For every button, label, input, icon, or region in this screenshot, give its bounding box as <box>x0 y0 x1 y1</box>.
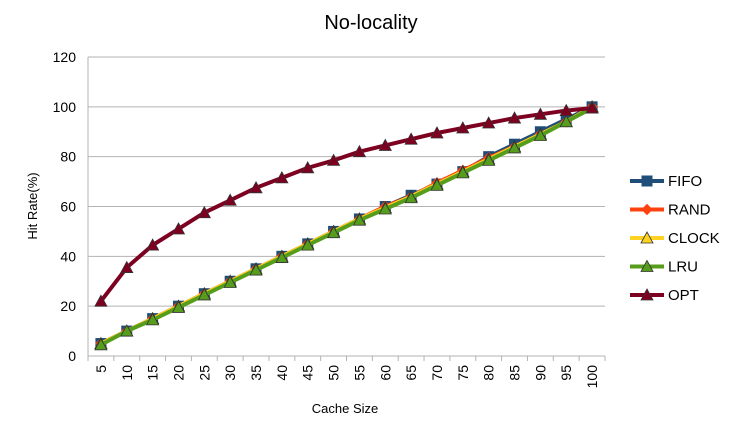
x-tick-label: 50 <box>326 365 342 381</box>
y-tick-label: 120 <box>53 49 77 65</box>
x-tick-label: 30 <box>222 365 238 381</box>
data-point-opt <box>275 171 289 184</box>
data-point-lru <box>120 324 134 337</box>
legend-label: LRU <box>668 259 698 276</box>
data-point-opt <box>533 107 548 120</box>
x-tick-label: 100 <box>584 365 600 389</box>
data-point-opt <box>171 222 186 235</box>
series-group <box>94 99 599 351</box>
legend-label: OPT <box>668 287 699 304</box>
data-point-opt <box>223 193 237 206</box>
series-line-opt <box>98 106 595 304</box>
data-point-opt <box>378 138 392 151</box>
x-tick-label: 35 <box>248 365 264 381</box>
x-tick-label: 90 <box>532 365 548 381</box>
data-point-lru <box>301 238 315 251</box>
legend-swatch-marker <box>640 259 654 272</box>
data-point-lru <box>249 263 263 276</box>
x-axis-title: Cache Size <box>312 401 378 416</box>
x-tick-label: 80 <box>481 365 497 381</box>
data-point-opt <box>197 205 211 219</box>
data-point-opt <box>404 132 418 145</box>
x-tick-label: 45 <box>300 365 316 381</box>
data-point-lru <box>533 128 548 141</box>
legend-swatch-marker <box>641 203 653 216</box>
legend-label: CLOCK <box>668 230 720 247</box>
legend-item-rand: RAND <box>630 202 711 219</box>
data-point-opt <box>120 260 134 273</box>
x-tick-label: 85 <box>507 365 523 381</box>
x-tick-label: 15 <box>145 365 161 381</box>
x-tick-label: 10 <box>119 365 135 381</box>
x-tick-label: 20 <box>170 365 186 381</box>
x-tick-label: 65 <box>403 365 419 381</box>
series-opt <box>94 101 599 307</box>
legend-item-lru: LRU <box>630 259 698 276</box>
legend-swatch-marker <box>640 231 654 244</box>
data-point-lru <box>507 141 522 154</box>
legend-swatch-marker <box>640 288 654 301</box>
series-lru <box>94 101 599 351</box>
data-point-lru <box>326 225 341 239</box>
data-point-lru <box>456 166 470 179</box>
data-point-opt <box>430 126 444 139</box>
data-point-opt <box>301 161 315 174</box>
legend-item-fifo: FIFO <box>630 173 702 190</box>
data-point-opt <box>482 116 496 129</box>
data-point-lru <box>378 202 392 215</box>
data-point-lru <box>275 250 289 263</box>
data-point-opt <box>585 101 599 114</box>
chart-title: No-locality <box>324 12 417 34</box>
data-point-lru <box>559 114 573 128</box>
x-tick-label: 75 <box>455 365 471 381</box>
legend-label: FIFO <box>668 173 702 190</box>
data-point-opt <box>94 294 108 307</box>
y-tick-label: 20 <box>60 298 76 314</box>
y-tick-label: 40 <box>60 248 76 264</box>
y-axis-title: Hit Rate(%) <box>25 172 40 239</box>
x-tick-label: 55 <box>351 365 367 381</box>
x-tick-label: 25 <box>196 365 212 381</box>
data-point-lru <box>94 337 108 351</box>
data-point-lru <box>197 288 211 301</box>
legend-swatch-marker <box>641 175 653 187</box>
x-tick-label: 95 <box>558 365 574 381</box>
data-point-lru <box>404 190 418 204</box>
x-tick-label: 70 <box>429 365 445 381</box>
legend-label: RAND <box>668 202 711 219</box>
data-point-opt <box>352 144 367 158</box>
data-point-lru <box>223 275 237 288</box>
data-point-lru <box>482 153 496 166</box>
legend-item-clock: CLOCK <box>630 230 720 247</box>
y-tick-label: 100 <box>53 99 77 115</box>
data-point-opt <box>559 103 573 116</box>
data-point-opt <box>507 111 522 124</box>
data-point-lru <box>145 313 160 326</box>
x-tick-label: 5 <box>93 365 109 373</box>
data-point-lru <box>171 300 186 313</box>
data-point-opt <box>145 238 160 251</box>
data-point-opt <box>456 121 470 134</box>
data-point-opt <box>326 153 341 166</box>
y-tick-label: 60 <box>60 199 76 215</box>
y-tick-label: 80 <box>60 149 76 165</box>
legend-item-opt: OPT <box>630 287 699 304</box>
legend: FIFO RAND CLOCK LRU OPT <box>630 173 720 304</box>
y-tick-label: 0 <box>68 348 76 364</box>
data-point-lru <box>430 178 444 191</box>
x-tick-label: 60 <box>377 365 393 381</box>
data-point-opt <box>249 180 263 194</box>
data-point-lru <box>352 213 367 226</box>
tick-labels: 0 20 40 60 80 100 120 5 10 15 20 25 30 35 40 45 50 55 60 65… <box>53 49 600 388</box>
x-tick-label: 40 <box>274 365 290 381</box>
